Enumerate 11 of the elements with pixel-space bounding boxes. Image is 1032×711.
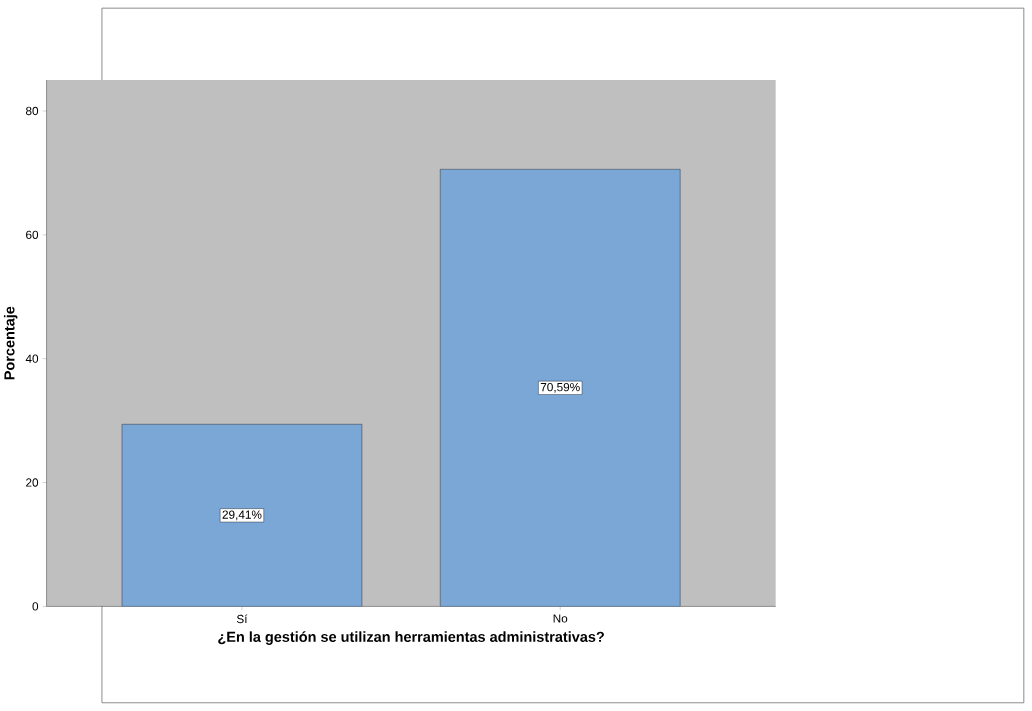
y-axis-title: Porcentaje: [3, 306, 18, 380]
x-tick-label: No: [553, 614, 568, 623]
x-tick-label: Sí: [236, 614, 248, 624]
data-label: 29,41%: [222, 510, 262, 521]
y-tick-label: 80: [25, 106, 39, 116]
y-tick-label: 20: [26, 478, 39, 487]
x-axis-title: ¿En la gestión se utilizan herramientas administrativas?: [218, 631, 604, 645]
y-tick-label: 60: [26, 230, 39, 240]
y-tick-label: 0: [32, 602, 39, 611]
y-tick-label: 40: [25, 354, 39, 363]
data-label: 70,59%: [540, 382, 580, 393]
